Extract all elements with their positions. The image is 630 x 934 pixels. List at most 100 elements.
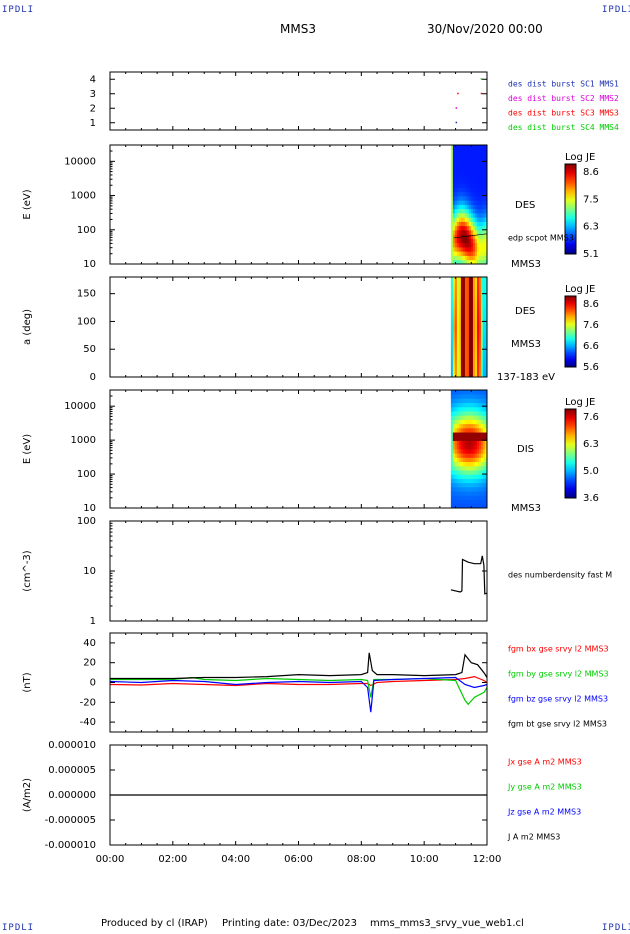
dis-energy-panel-cell <box>466 415 470 420</box>
des-energy-panel-cell <box>476 145 480 150</box>
pitch-angle-panel-cell <box>464 284 468 289</box>
dis-energy-panel-cell <box>462 436 466 441</box>
dis-energy-panel-cell <box>478 390 482 395</box>
dis-energy-panel-cell <box>464 411 468 416</box>
des-energy-panel-cell <box>482 187 486 193</box>
pitch-angle-panel-cell <box>474 330 478 335</box>
dis-energy-panel-cell <box>474 482 478 488</box>
des-energy-panel-cell <box>470 162 474 167</box>
des-energy-panel-cell <box>460 204 464 210</box>
des-energy-panel-cell <box>462 230 466 235</box>
dis-energy-panel-cell <box>460 423 464 429</box>
pitch-angle-panel-cell <box>484 355 488 360</box>
des-energy-panel-cell <box>466 179 470 184</box>
des-energy-panel-cell <box>458 191 462 197</box>
dis-energy-panel-cell <box>452 411 456 416</box>
des-energy-panel-cell <box>480 221 484 227</box>
des-energy-panel-cell <box>478 145 482 150</box>
dis-energy-panel-cell <box>472 478 476 484</box>
pitch-angle-panel-cell <box>460 291 464 296</box>
des-energy-panel-cell <box>452 170 456 176</box>
des-energy-panel-cell <box>472 153 476 159</box>
des-energy-panel-cell <box>476 157 480 163</box>
dis-energy-panel-cell <box>482 423 486 429</box>
dis-energy-panel-cell <box>472 499 476 505</box>
pitch-angle-panel-cell <box>480 305 484 310</box>
des-energy-panel-cell <box>480 247 484 252</box>
des-energy-panel-cell <box>460 166 464 171</box>
pitch-angle-panel-cell <box>470 366 474 371</box>
corner-label-bottom-right: IPDLI <box>602 923 630 933</box>
dis-energy-panel-cell <box>458 470 462 475</box>
pitch-angle-panel-cell <box>450 352 454 356</box>
pitch-angle-panel-cell <box>452 369 456 374</box>
scpot-label: edp scpot MMS3 <box>508 234 574 243</box>
des-energy-panel-cell <box>474 251 478 256</box>
des-energy-panel-cell <box>470 166 474 171</box>
des-energy-panel-cell <box>464 247 468 252</box>
des-energy-panel-cell <box>484 213 488 218</box>
pitch-angle-panel-cell <box>456 369 460 374</box>
des-energy-panel-cell <box>472 234 476 239</box>
pitch-angle-energy-range: 137-183 eV <box>497 372 555 383</box>
des-energy-panel-cell <box>478 153 482 159</box>
pitch-angle-panel-cell <box>458 316 462 321</box>
des-energy-panel-cell <box>462 251 466 256</box>
dis-energy-panel-cell <box>474 402 478 408</box>
pitch-angle-panel-cell <box>458 305 462 310</box>
dis-energy-panel-cell <box>470 470 474 475</box>
dis-energy-panel-cell <box>482 427 486 433</box>
des-energy-panel-cell <box>458 145 462 150</box>
des-energy-panel-cell <box>482 200 486 205</box>
pitch-angle-panel-cell <box>466 348 470 353</box>
des-energy-panel-cell <box>468 221 472 227</box>
des-energy-panel-cell <box>480 174 484 180</box>
des-energy-panel-cell <box>452 191 456 197</box>
dis-energy-panel-cell <box>470 432 474 437</box>
pitch-angle-panel-cell <box>478 359 482 364</box>
des-energy-panel-cell <box>460 191 464 197</box>
pitch-angle-panel-cell <box>458 348 462 353</box>
dis-energy-panel-cell <box>480 499 484 505</box>
pitch-angle-panel-cell <box>476 323 480 328</box>
dis-energy-panel-cell <box>450 453 454 458</box>
des-energy-panel-cell <box>476 234 480 239</box>
dis-energy-panel-cell <box>454 486 458 492</box>
dis-energy-panel-cell <box>474 394 478 399</box>
dis-energy-panel-cell <box>458 486 462 492</box>
dis-energy-panel-cell <box>480 491 484 496</box>
pitch-angle-panel-cell <box>456 366 460 371</box>
des-energy-panel-cell <box>474 183 478 188</box>
pitch-angle-panel-cell <box>452 344 456 349</box>
pitch-angle-panel-cell <box>480 284 484 289</box>
pitch-angle-panel-cell <box>474 323 478 328</box>
pitch-angle-panel-cell <box>478 373 482 378</box>
dis-energy-panel-cell <box>482 470 486 475</box>
des-energy-panel-cell <box>456 234 460 239</box>
time-axis-label: 02:00 <box>158 854 187 865</box>
dis-energy-panel-cell <box>484 436 488 441</box>
pitch-angle-panel-cell <box>470 302 474 306</box>
des-energy-panel-cell <box>478 200 482 205</box>
dis-energy-panel-cell <box>468 474 472 479</box>
dis-energy-panel-cell <box>466 486 470 492</box>
dis-energy-panel-cell <box>452 453 456 458</box>
des-energy-panel-cell <box>480 162 484 167</box>
des-energy-panel-cell <box>466 187 470 193</box>
des-energy-panel-cell <box>454 153 458 159</box>
dis-energy-panel-cell <box>474 453 478 458</box>
dis-energy-panel-cell <box>458 402 462 408</box>
dis-energy-panel-cell <box>464 419 468 425</box>
des-energy-panel-cell <box>472 230 476 235</box>
des-energy-panel-cell <box>482 238 486 244</box>
dis-energy-panel-cell <box>454 432 458 437</box>
pitch-angle-panel-cell <box>454 302 458 306</box>
pitch-angle-panel-cell <box>456 277 460 281</box>
des-energy-panel-cell <box>468 191 472 197</box>
des-energy-panel-cell <box>458 247 462 252</box>
dis-energy-panel-cell <box>470 419 474 425</box>
pitch-angle-panel-cell <box>482 330 486 335</box>
pitch-angle-panel-cell <box>458 327 462 331</box>
des-energy-panel-cell <box>480 145 484 150</box>
des-energy-panel-cell <box>456 213 460 218</box>
